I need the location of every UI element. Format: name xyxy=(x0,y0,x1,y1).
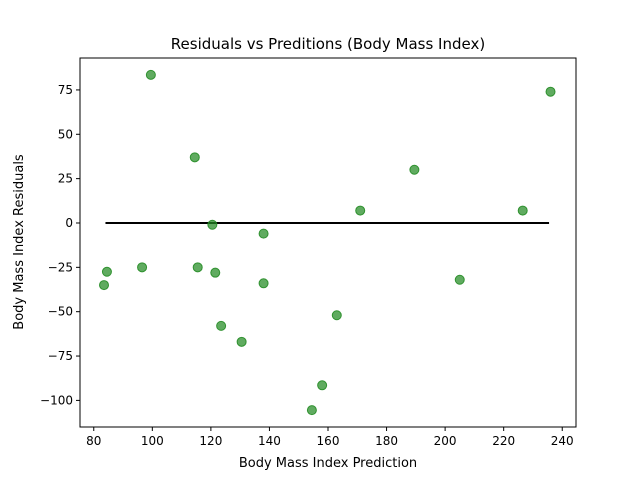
y-axis-label: Body Mass Index Residuals xyxy=(12,154,27,330)
data-point xyxy=(317,380,328,391)
x-tick-label: 160 xyxy=(317,434,340,448)
x-tick-label: 120 xyxy=(199,434,222,448)
data-point xyxy=(192,262,203,273)
data-point xyxy=(207,219,218,230)
plot-area xyxy=(99,69,556,416)
data-point xyxy=(258,278,269,289)
data-point xyxy=(331,310,342,321)
y-tick-label: 0 xyxy=(65,216,73,230)
chart-title: Residuals vs Preditions (Body Mass Index… xyxy=(171,35,485,53)
data-point xyxy=(517,205,528,216)
data-point xyxy=(145,69,156,80)
data-point xyxy=(258,228,269,239)
x-tick-label: 240 xyxy=(551,434,574,448)
data-point xyxy=(216,320,227,331)
y-axis: −100 −75 −50 −25 0 25 50 75 xyxy=(40,83,80,407)
data-point xyxy=(99,280,110,291)
y-tick-label: −50 xyxy=(48,305,73,319)
data-point xyxy=(189,152,200,163)
y-tick-label: −75 xyxy=(48,349,73,363)
x-axis: 80 100 120 140 160 180 200 220 240 xyxy=(86,427,574,448)
data-point xyxy=(409,164,420,175)
x-axis-label: Body Mass Index Prediction xyxy=(239,456,417,471)
x-tick-label: 140 xyxy=(258,434,281,448)
data-point xyxy=(306,405,317,416)
data-point xyxy=(236,336,247,347)
data-point xyxy=(454,274,465,285)
x-tick-label: 200 xyxy=(434,434,457,448)
x-tick-label: 100 xyxy=(141,434,164,448)
y-tick-label: 50 xyxy=(58,127,73,141)
data-point xyxy=(137,262,148,273)
y-tick-label: −25 xyxy=(48,260,73,274)
x-tick-label: 220 xyxy=(492,434,515,448)
data-point xyxy=(101,266,112,277)
x-tick-label: 80 xyxy=(86,434,101,448)
data-point xyxy=(210,267,221,278)
data-point xyxy=(355,205,366,216)
y-tick-label: 75 xyxy=(58,83,73,97)
x-tick-label: 180 xyxy=(375,434,398,448)
data-point xyxy=(545,86,556,97)
y-tick-label: −100 xyxy=(40,393,73,407)
y-tick-label: 25 xyxy=(58,172,73,186)
